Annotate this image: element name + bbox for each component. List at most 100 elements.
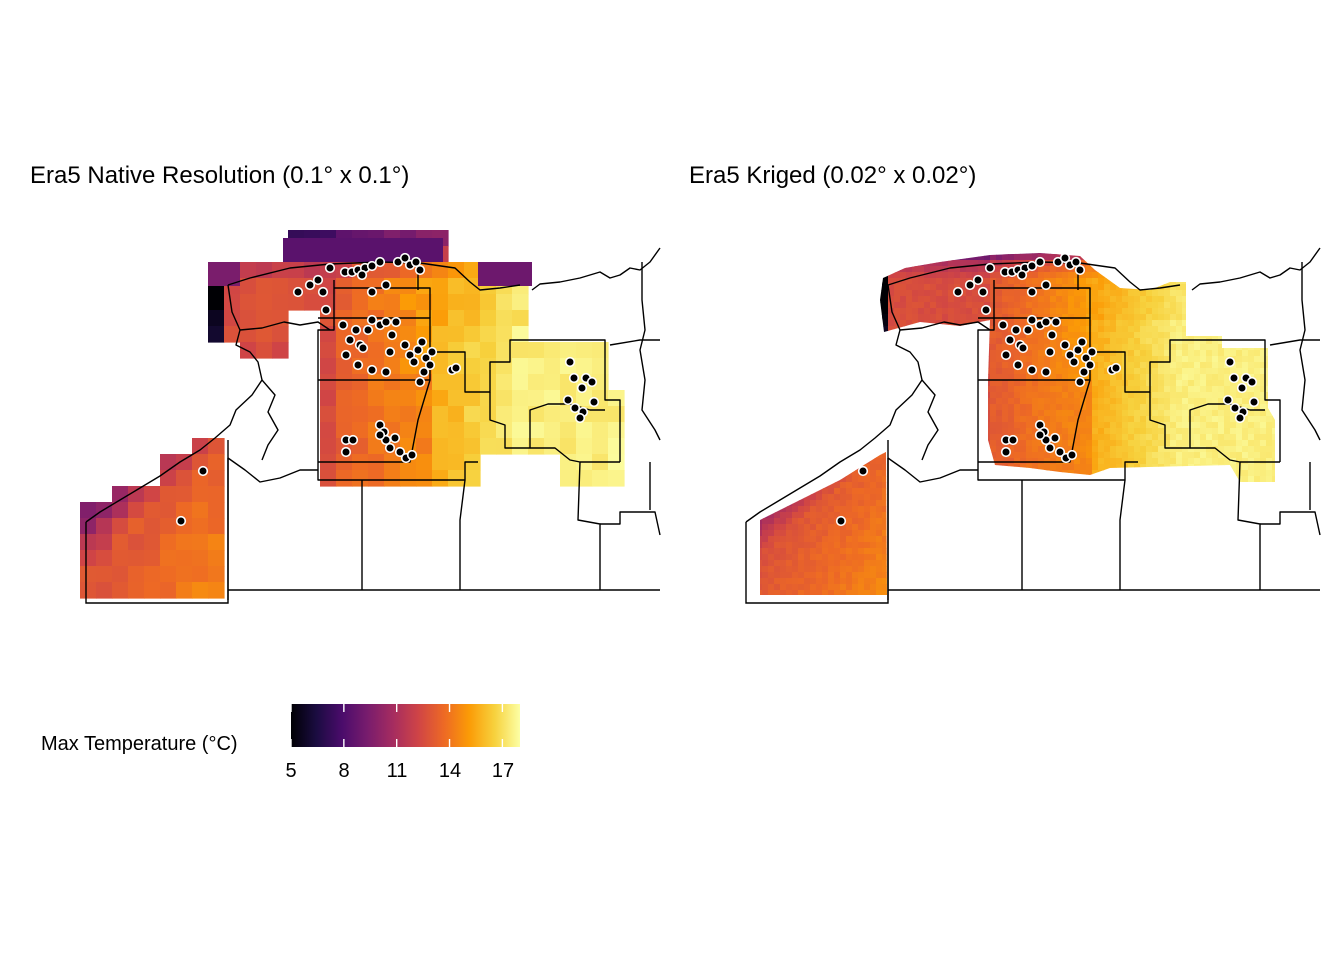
grid-cell — [512, 406, 529, 423]
grid-cell — [544, 422, 561, 439]
grid-cell — [592, 406, 609, 423]
grid-cell — [128, 566, 145, 583]
grid-cell — [416, 470, 433, 487]
temperature-grid-kriged — [760, 253, 1275, 595]
boundary-line — [1260, 511, 1321, 536]
grid-cell — [544, 358, 561, 375]
grid-cell — [352, 374, 369, 391]
station-marker — [424, 359, 436, 371]
grid-cell — [528, 390, 545, 407]
boundary-line — [1119, 479, 1126, 590]
grid-cell — [448, 310, 465, 327]
temperature-grid-native — [80, 230, 625, 599]
grid-cell — [448, 374, 465, 391]
grid-cell — [208, 486, 225, 503]
grid-cell — [464, 390, 481, 407]
boundary-line — [318, 379, 431, 463]
station-marker — [576, 382, 588, 394]
station-marker — [366, 364, 378, 376]
grid-cell — [448, 438, 465, 455]
grid-cell — [480, 406, 497, 423]
grid-cell — [256, 310, 273, 327]
station-marker — [340, 446, 352, 458]
grid-cell — [160, 502, 177, 519]
grid-cell — [368, 390, 385, 407]
grid-cell — [608, 390, 625, 407]
station-marker — [1222, 394, 1234, 406]
station-marker — [320, 304, 332, 316]
grid-cell — [192, 518, 209, 535]
grid-cell — [464, 310, 481, 327]
grid-cell — [544, 390, 561, 407]
grid-cell — [288, 294, 305, 311]
colorbar — [290, 704, 520, 747]
grid-cell — [544, 406, 561, 423]
station-marker — [977, 286, 989, 298]
grid-cell — [480, 390, 497, 407]
grid-cell — [208, 566, 225, 583]
grid-cell — [320, 390, 337, 407]
boundary-line — [334, 287, 431, 318]
grid-cell — [176, 534, 193, 551]
grid-cell — [112, 566, 129, 583]
grid-cell — [352, 422, 369, 439]
grid-cell — [448, 278, 465, 295]
station-marker — [1054, 446, 1066, 458]
grid-cell — [560, 342, 577, 359]
station-marker — [1236, 382, 1248, 394]
grid-cell — [256, 278, 273, 295]
grid-cell — [480, 422, 497, 439]
grid-cell — [80, 502, 97, 519]
grid-cell — [192, 550, 209, 567]
grid-cell — [128, 582, 145, 599]
station-marker — [292, 286, 304, 298]
station-marker — [416, 336, 428, 348]
station-marker — [374, 256, 386, 268]
grid-cell — [224, 326, 241, 343]
station-marker — [997, 319, 1009, 331]
station-marker — [588, 396, 600, 408]
grid-cell — [512, 294, 529, 311]
grid-cell — [416, 438, 433, 455]
grid-cell — [192, 486, 209, 503]
station-marker — [1086, 346, 1098, 358]
station-marker — [352, 359, 364, 371]
map-panel-native — [80, 230, 661, 604]
grid-cell — [416, 278, 433, 295]
map-panel-kriged — [745, 247, 1321, 604]
grid-cell — [336, 406, 353, 423]
boundary-line — [317, 280, 478, 481]
grid-cell — [528, 438, 545, 455]
grid-cell — [176, 486, 193, 503]
grid-cell — [384, 374, 401, 391]
station-marker — [1004, 334, 1016, 346]
station-marker — [1026, 364, 1038, 376]
grid-cell — [112, 518, 129, 535]
boundary-line — [85, 284, 263, 523]
grid-cell — [432, 294, 449, 311]
station-marker — [1110, 362, 1122, 374]
grid-cell — [208, 454, 225, 471]
grid-cell — [576, 342, 593, 359]
grid-cell — [80, 518, 97, 535]
colorbar-gradient — [291, 704, 520, 747]
grid-cell — [448, 454, 465, 471]
boundary-line — [85, 440, 229, 604]
grid-cell — [416, 454, 433, 471]
grid-cell — [336, 278, 353, 295]
grid-cell — [528, 422, 545, 439]
station-marker — [384, 442, 396, 454]
grid-cell — [512, 342, 529, 359]
grid-cell — [432, 326, 449, 343]
legend-tick-11: 11 — [386, 760, 408, 782]
grid-cell — [512, 374, 529, 391]
station-marker — [569, 402, 581, 414]
grid-cell — [320, 358, 337, 375]
grid-cell — [512, 438, 529, 455]
grid-cell — [528, 406, 545, 423]
grid-cell — [416, 422, 433, 439]
grid-cell — [560, 438, 577, 455]
grid-cell — [352, 406, 369, 423]
grid-cell — [176, 502, 193, 519]
grid-cell — [544, 374, 561, 391]
